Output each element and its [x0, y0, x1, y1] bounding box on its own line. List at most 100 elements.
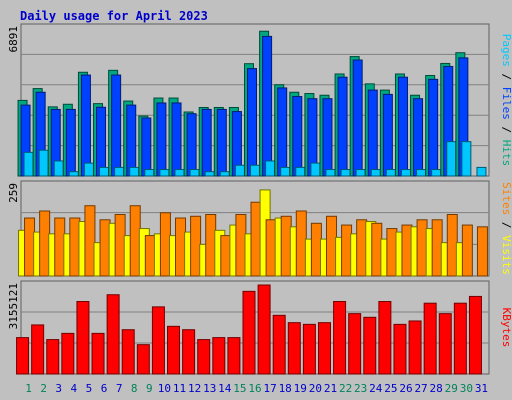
x-tick-label: 1 — [25, 382, 32, 395]
bar-kbytes — [91, 332, 105, 375]
bar-kbytes — [333, 301, 347, 375]
bar-pages — [280, 166, 291, 177]
bar-pages — [370, 169, 381, 177]
bar-pages — [83, 162, 94, 177]
panel-visits-sites: 259 Sites / Visits — [7, 180, 512, 277]
bar-files — [262, 35, 273, 177]
bar-kbytes — [151, 306, 165, 375]
bar-pages — [461, 141, 472, 177]
bar-kbytes — [287, 322, 301, 375]
bar-sites — [99, 219, 111, 277]
bar-sites — [416, 219, 428, 277]
bar-kbytes — [393, 323, 407, 375]
x-tick-label: 24 — [369, 382, 383, 395]
bar-kbytes — [76, 301, 90, 375]
bar-pages — [234, 164, 245, 177]
bar-kbytes — [121, 329, 135, 375]
bar-kbytes — [348, 313, 362, 375]
legend-sites: Sites — [500, 182, 512, 215]
bar-files — [96, 106, 107, 177]
x-tick-label: 13 — [203, 382, 216, 395]
bar-kbytes — [317, 322, 331, 375]
bar-kbytes — [136, 344, 150, 375]
bar-sites — [175, 217, 187, 277]
bar-sites — [129, 205, 141, 277]
bar-sites — [24, 217, 36, 277]
x-tick-label: 12 — [188, 382, 201, 395]
legend-pages: Pages — [500, 34, 512, 67]
bar-files — [382, 93, 393, 177]
side-legend: Sites / Visits — [500, 182, 512, 275]
x-tick-label: 22 — [339, 382, 352, 395]
x-tick-label: 9 — [146, 382, 153, 395]
bar-sites — [220, 235, 232, 277]
bar-sites — [401, 224, 413, 277]
x-tick-label: 10 — [158, 382, 171, 395]
bar-files — [156, 102, 167, 177]
bar-pages — [189, 169, 200, 177]
bar-sites — [205, 214, 217, 277]
bar-pages — [159, 169, 170, 177]
legend-visits: Visits — [500, 235, 512, 275]
bar-kbytes — [167, 325, 181, 375]
legend-separator: / — [500, 215, 512, 235]
bar-sites — [476, 226, 488, 277]
y-max-label: 3155121 — [7, 283, 20, 329]
x-tick-label: 17 — [263, 382, 276, 395]
bar-files — [186, 113, 197, 177]
bar-kbytes — [363, 316, 377, 375]
x-tick-label: 3 — [55, 382, 62, 395]
x-tick-label: 4 — [71, 382, 78, 395]
bar-files — [292, 96, 303, 177]
x-tick-label: 11 — [173, 382, 186, 395]
bar-sites — [144, 235, 156, 277]
bar-sites — [54, 217, 66, 277]
bar-files — [201, 108, 212, 177]
x-tick-label: 31 — [475, 382, 488, 395]
x-tick-label: 20 — [309, 382, 322, 395]
bar-kbytes — [31, 324, 45, 375]
bar-kbytes — [257, 284, 271, 375]
bar-files — [367, 89, 378, 177]
bar-kbytes — [46, 339, 60, 375]
bar-sites — [431, 219, 443, 277]
panel-hits-files-pages: 6891 Pages / Files / Hits — [7, 23, 512, 177]
bar-pages — [385, 169, 396, 177]
bar-pages — [204, 171, 215, 177]
bar-pages — [53, 160, 64, 177]
bar-pages — [265, 160, 276, 177]
bar-sites — [235, 214, 247, 277]
bar-files — [247, 68, 257, 177]
bar-kbytes — [212, 337, 226, 375]
x-tick-label: 25 — [384, 382, 397, 395]
bar-sites — [386, 228, 398, 277]
bar-files — [277, 87, 288, 177]
bar-files — [80, 74, 91, 177]
x-tick-label: 14 — [218, 382, 232, 395]
bar-pages — [174, 169, 185, 177]
x-tick-label: 29 — [445, 382, 458, 395]
x-tick-label: 27 — [414, 382, 427, 395]
bar-files — [322, 98, 333, 177]
bar-pages — [431, 169, 442, 177]
legend-kbytes: KBytes — [500, 308, 512, 348]
bar-files — [65, 108, 76, 177]
bar-pages — [340, 169, 351, 177]
x-tick-label: 26 — [399, 382, 412, 395]
bar-kbytes — [453, 302, 467, 375]
bar-sites — [69, 217, 81, 277]
x-tick-label: 2 — [40, 382, 47, 395]
bar-sites — [446, 214, 458, 277]
bar-sites — [371, 222, 383, 277]
legend-separator: / — [500, 67, 512, 87]
bar-kbytes — [423, 302, 437, 375]
bar-pages — [295, 166, 306, 177]
legend-separator: / — [500, 120, 512, 140]
bar-files — [171, 102, 182, 177]
bar-pages — [446, 141, 457, 177]
bar-sites — [341, 224, 353, 277]
bar-sites — [310, 222, 322, 277]
x-tick-label: 19 — [294, 382, 307, 395]
